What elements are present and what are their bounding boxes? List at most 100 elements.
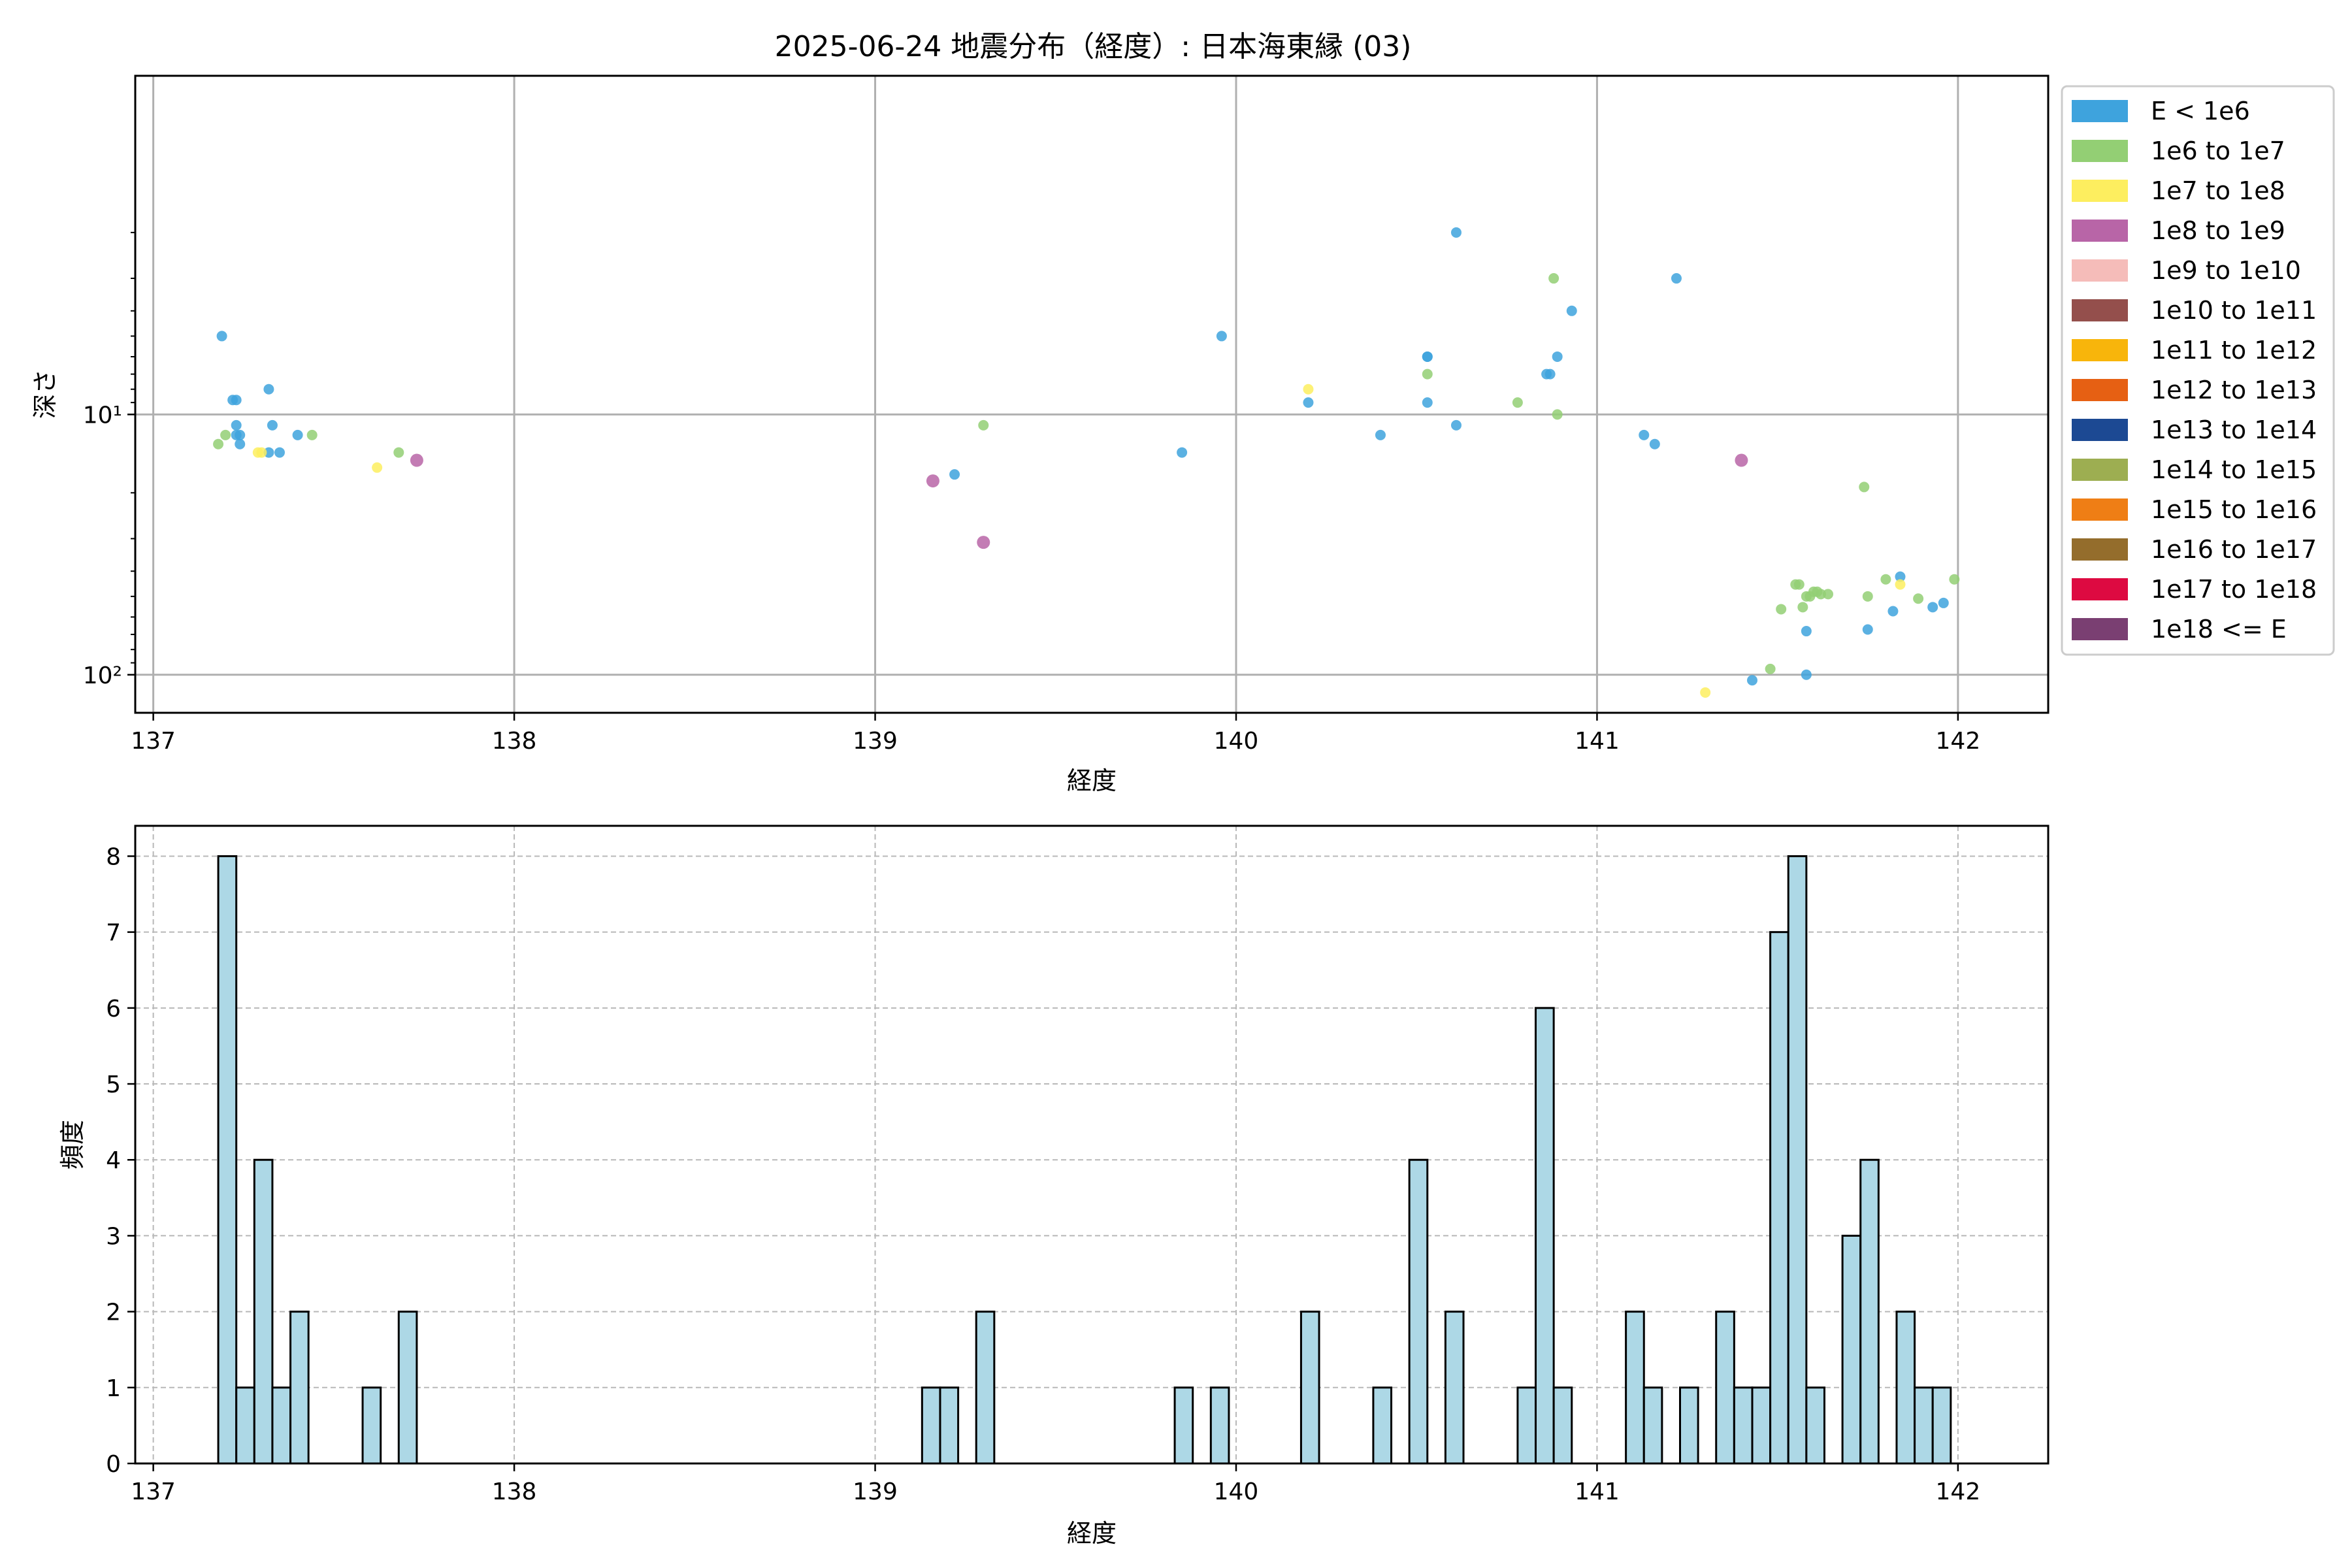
legend-swatch bbox=[2072, 299, 2128, 321]
histogram-bar bbox=[1931, 1386, 1952, 1465]
scatter-points bbox=[213, 227, 1960, 698]
scatter-point bbox=[1793, 579, 1805, 590]
legend-label: 1e7 to 1e8 bbox=[2151, 176, 2285, 205]
scatter-point bbox=[1913, 593, 1924, 604]
scatter-point bbox=[263, 447, 274, 458]
histogram-bar bbox=[1444, 1311, 1465, 1465]
legend-label: 1e6 to 1e7 bbox=[2151, 137, 2285, 165]
scatter-point bbox=[978, 419, 989, 431]
histogram-bar bbox=[1408, 1158, 1429, 1465]
histogram-bar bbox=[1642, 1386, 1663, 1465]
legend-swatch bbox=[2072, 538, 2128, 561]
scatter-point bbox=[1422, 397, 1433, 408]
histogram-bar bbox=[921, 1386, 941, 1465]
scatter-y-tick-label: 10¹ bbox=[83, 402, 122, 429]
scatter-point bbox=[1887, 606, 1899, 617]
scatter-point bbox=[1765, 663, 1776, 674]
scatter-point bbox=[1801, 669, 1812, 680]
scatter-point bbox=[1422, 351, 1433, 362]
legend: E < 1e6 1e6 to 1e7 1e7 to 1e8 1e8 to 1e9 1e9… bbox=[2061, 85, 2335, 656]
histogram-bars bbox=[217, 855, 1952, 1465]
scatter-point bbox=[1895, 579, 1906, 590]
scatter-point bbox=[410, 453, 423, 467]
scatter-y-tick-label: 10² bbox=[83, 662, 122, 689]
scatter-point bbox=[1895, 571, 1906, 582]
legend-swatch bbox=[2072, 459, 2128, 481]
histogram-panel: 137 138 139 140 141 142 0 1 2 3 4 5 6 7 8 経度 頻度 bbox=[58, 825, 2050, 1548]
histogram-y-tick-label: 6 bbox=[106, 996, 121, 1022]
scatter-point bbox=[1815, 589, 1826, 600]
legend-label: 1e9 to 1e10 bbox=[2151, 256, 2301, 285]
histogram-bar bbox=[397, 1311, 418, 1465]
scatter-point bbox=[220, 429, 231, 440]
histogram-bar bbox=[235, 1386, 255, 1465]
scatter-point bbox=[256, 447, 267, 458]
histogram-bar bbox=[1914, 1386, 1934, 1465]
scatter-x-axis-label: 経度 bbox=[1067, 766, 1117, 795]
scatter-point bbox=[1450, 227, 1462, 238]
scatter-point bbox=[977, 536, 990, 549]
scatter-point bbox=[1700, 687, 1711, 698]
histogram-bar bbox=[1805, 1386, 1825, 1465]
scatter-point bbox=[306, 429, 318, 440]
scatter-point bbox=[235, 429, 246, 440]
scatter-x-tick-label: 141 bbox=[1575, 728, 1620, 755]
histogram-bar bbox=[975, 1311, 996, 1465]
histogram-bar bbox=[939, 1386, 960, 1465]
histogram-y-tick-label: 8 bbox=[106, 843, 121, 870]
scatter-point bbox=[1552, 409, 1563, 420]
scatter-point bbox=[1422, 368, 1433, 380]
histogram-bar bbox=[1209, 1386, 1230, 1465]
histogram-bar bbox=[1372, 1386, 1393, 1465]
scatter-point bbox=[1671, 273, 1682, 284]
legend-label: 1e10 to 1e11 bbox=[2151, 296, 2317, 325]
scatter-point bbox=[1566, 305, 1577, 316]
legend-label: 1e17 to 1e18 bbox=[2151, 575, 2317, 604]
histogram-bar bbox=[1715, 1311, 1735, 1465]
scatter-point bbox=[949, 469, 960, 480]
scatter-point bbox=[1797, 602, 1808, 613]
legend-label: 1e8 to 1e9 bbox=[2151, 216, 2285, 245]
histogram-bar bbox=[1535, 1007, 1555, 1465]
scatter-point bbox=[1801, 626, 1812, 637]
scatter-point bbox=[235, 438, 246, 449]
scatter-panel: 137 138 139 140 141 142 10¹ 10² 経度 深さ bbox=[31, 74, 2050, 795]
scatter-point bbox=[1859, 482, 1870, 493]
legend-swatch bbox=[2072, 220, 2128, 242]
legend-label: 1e12 to 1e13 bbox=[2151, 376, 2317, 404]
legend-label: 1e14 to 1e15 bbox=[2151, 455, 2317, 484]
legend-swatch bbox=[2072, 140, 2128, 162]
scatter-point bbox=[1649, 438, 1660, 449]
scatter-point bbox=[1927, 602, 1938, 613]
scatter-x-tick-label: 140 bbox=[1214, 728, 1259, 755]
scatter-frame bbox=[134, 74, 2050, 714]
histogram-bar bbox=[1733, 1386, 1754, 1465]
histogram-y-tick-label: 1 bbox=[106, 1375, 121, 1402]
legend-label: 1e11 to 1e12 bbox=[2151, 336, 2317, 365]
legend-label: E < 1e6 bbox=[2151, 97, 2250, 125]
scatter-point bbox=[274, 447, 285, 458]
scatter-x-tick-label: 137 bbox=[131, 728, 176, 755]
scatter-x-tick-label: 139 bbox=[853, 728, 898, 755]
scatter-point bbox=[1862, 624, 1873, 635]
scatter-point bbox=[267, 419, 278, 431]
histogram-bar bbox=[1516, 1386, 1537, 1465]
legend-label: 1e15 to 1e16 bbox=[2151, 495, 2317, 524]
histogram-y-tick-label: 3 bbox=[106, 1223, 121, 1250]
histogram-x-tick-label: 142 bbox=[1936, 1478, 1981, 1505]
scatter-point bbox=[1862, 591, 1873, 602]
scatter-point bbox=[231, 395, 242, 406]
legend-frame bbox=[2061, 85, 2335, 656]
scatter-point bbox=[292, 429, 303, 440]
legend-label: 1e18 <= E bbox=[2151, 615, 2287, 644]
legend-swatch bbox=[2072, 180, 2128, 202]
scatter-y-axis-label: 深さ bbox=[31, 369, 59, 419]
histogram-y-tick-label: 5 bbox=[106, 1071, 121, 1098]
legend-swatch bbox=[2072, 498, 2128, 521]
histogram-x-tick-label: 140 bbox=[1214, 1478, 1259, 1505]
histogram-x-tick-label: 137 bbox=[131, 1478, 176, 1505]
scatter-point bbox=[1746, 675, 1757, 686]
scatter-plot-area bbox=[135, 76, 2048, 713]
scatter-point bbox=[372, 462, 383, 473]
legend-swatch bbox=[2072, 100, 2128, 122]
